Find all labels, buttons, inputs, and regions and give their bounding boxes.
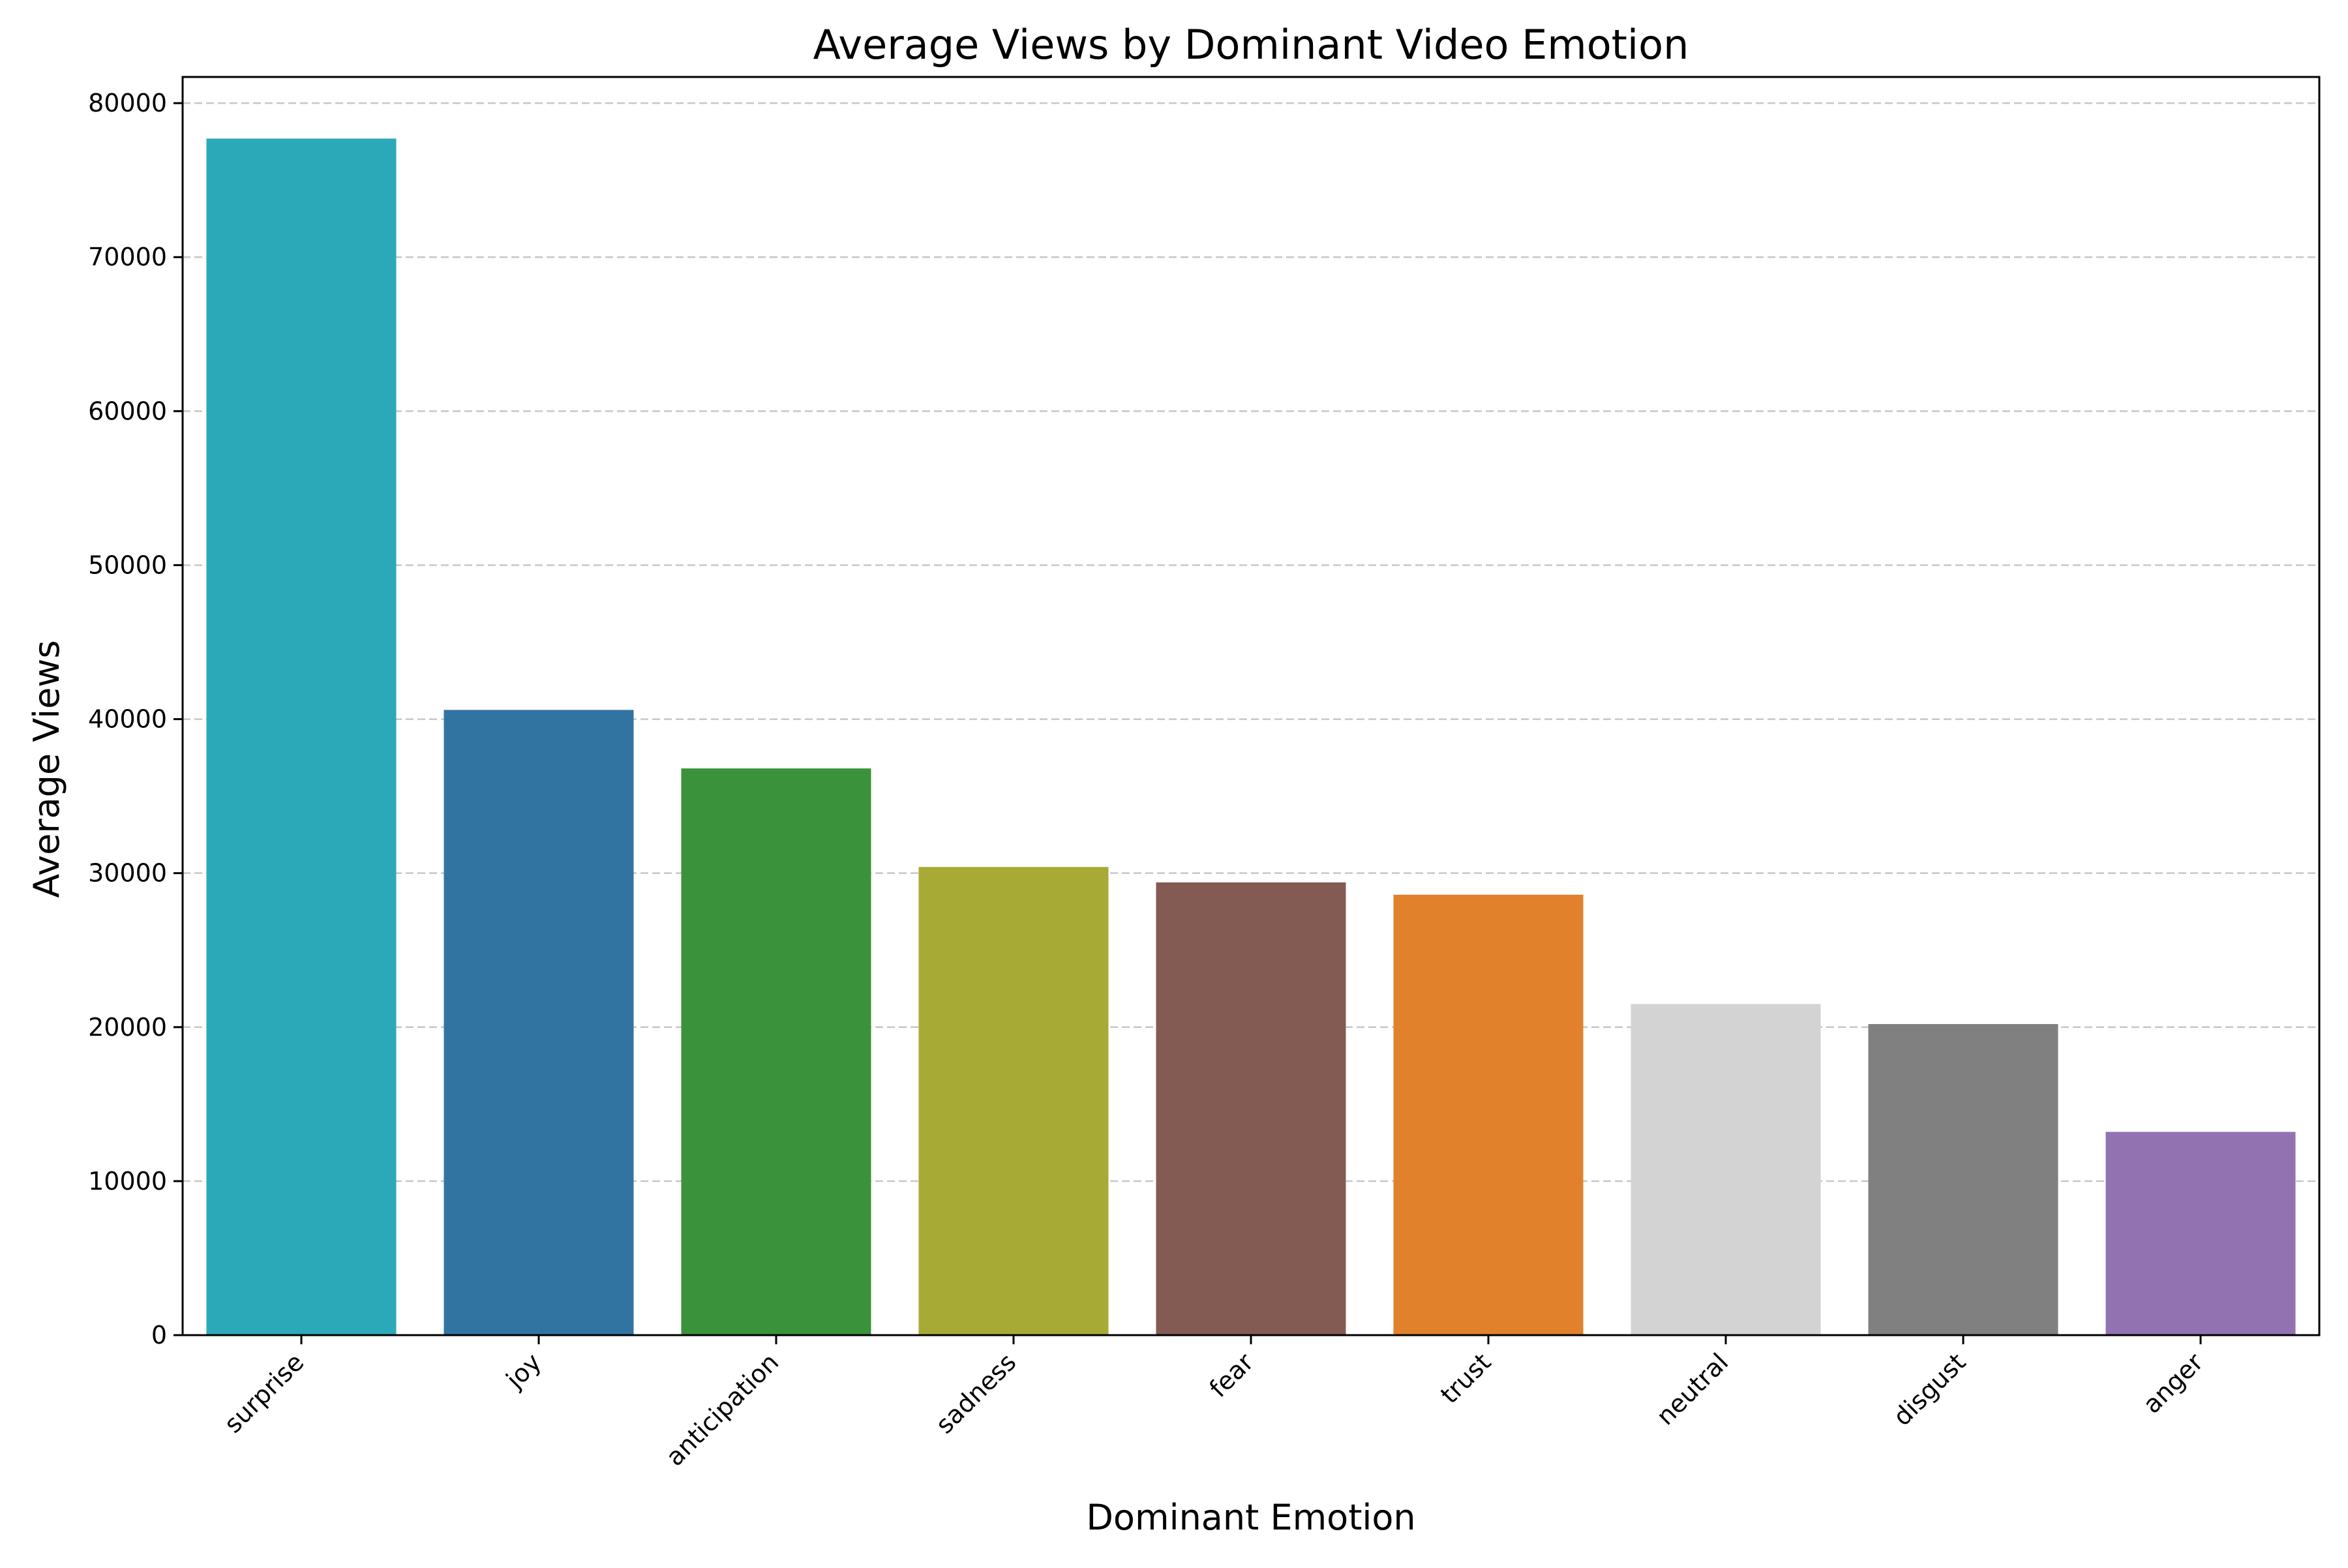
x-tick-label-anticipation: anticipation — [661, 1348, 785, 1471]
bar-disgust — [1868, 1024, 2058, 1335]
bar-trust — [1393, 894, 1584, 1335]
x-axis-title: Dominant Emotion — [1086, 1497, 1415, 1538]
x-axis-ticks: surprise joy anticipation sadness fear trust n… — [218, 1335, 2209, 1471]
x-tick-label-sadness: sadness — [930, 1348, 1021, 1439]
y-tick-label: 70000 — [88, 243, 167, 271]
x-tick-label-neutral: neutral — [1651, 1348, 1734, 1430]
bar-neutral — [1631, 1004, 1821, 1335]
bar-anger — [2105, 1132, 2296, 1335]
x-tick-label-joy: joy — [500, 1348, 547, 1395]
y-tick-label: 0 — [151, 1321, 167, 1349]
y-tick-label: 40000 — [88, 705, 167, 734]
x-tick-label-trust: trust — [1435, 1348, 1496, 1409]
y-tick-label: 20000 — [88, 1013, 167, 1042]
y-axis-ticks: 0 10000 20000 30000 40000 50000 60000 70000 8000… — [88, 89, 183, 1349]
y-tick-label: 80000 — [88, 89, 167, 117]
y-tick-label: 50000 — [88, 550, 167, 579]
x-tick-label-surprise: surprise — [218, 1348, 309, 1438]
y-tick-label: 60000 — [88, 397, 167, 425]
y-tick-label: 10000 — [88, 1167, 167, 1196]
bar-anticipation — [681, 768, 871, 1335]
bar-surprise — [206, 138, 397, 1335]
x-tick-label-anger: anger — [2137, 1348, 2209, 1419]
x-tick-label-fear: fear — [1204, 1348, 1259, 1403]
chart-title: Average Views by Dominant Video Emotion — [813, 21, 1689, 68]
bar-fear — [1156, 882, 1346, 1335]
x-tick-label-disgust: disgust — [1888, 1348, 1971, 1431]
bar-sadness — [918, 867, 1109, 1335]
y-axis-title: Average Views — [26, 640, 67, 897]
bar-joy — [444, 710, 634, 1335]
bars — [206, 138, 2296, 1335]
y-tick-label: 30000 — [88, 859, 167, 888]
